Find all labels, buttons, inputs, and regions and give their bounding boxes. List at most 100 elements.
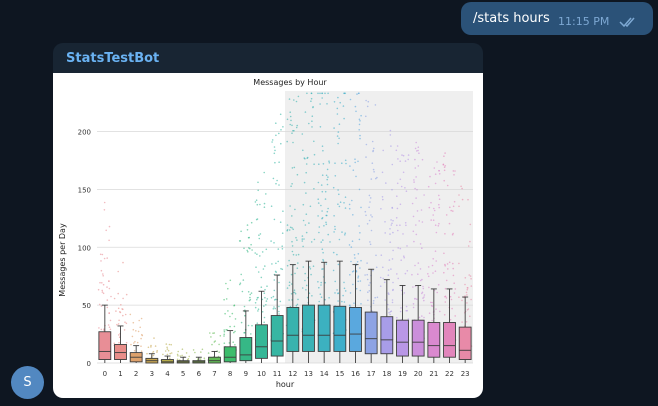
data-point [442, 163, 445, 166]
data-point [389, 313, 391, 316]
data-point [336, 253, 338, 256]
data-point [291, 245, 294, 247]
data-point [414, 264, 416, 267]
data-point [437, 225, 440, 227]
data-point [466, 302, 468, 304]
data-point [334, 162, 336, 164]
data-point [326, 210, 329, 213]
data-point [443, 252, 445, 255]
data-point [438, 222, 440, 225]
x-tick-label: 18 [382, 370, 391, 378]
data-point [465, 291, 468, 294]
data-point [109, 319, 112, 322]
data-point [383, 281, 386, 284]
avatar[interactable]: S [11, 366, 44, 399]
x-tick-label: 23 [461, 370, 470, 378]
data-point [101, 289, 103, 292]
data-point [281, 245, 283, 247]
data-point [278, 313, 280, 315]
data-point [360, 206, 362, 209]
data-point [293, 129, 295, 132]
data-point [99, 281, 101, 284]
data-point [248, 299, 251, 302]
data-point [154, 345, 157, 347]
data-point [354, 161, 357, 164]
data-point [397, 158, 399, 160]
outgoing-message-bubble[interactable]: /stats hours 11:15 PM [461, 2, 653, 35]
chart-image[interactable]: Messages by Hour hour Messages per Day 0… [53, 73, 483, 398]
data-point [404, 160, 407, 162]
data-point [100, 305, 103, 307]
data-point [317, 281, 319, 283]
data-point [132, 321, 135, 324]
data-point [122, 297, 124, 300]
data-point [403, 255, 405, 257]
data-point [103, 201, 106, 204]
data-point [199, 358, 202, 360]
data-point [336, 113, 339, 115]
data-point [341, 162, 343, 164]
data-point [101, 253, 104, 256]
data-point [308, 292, 311, 294]
data-point [118, 319, 120, 322]
data-point [166, 353, 169, 356]
data-point [376, 296, 379, 299]
data-point [364, 210, 367, 213]
data-point [213, 332, 216, 334]
data-point [352, 169, 355, 171]
data-point [337, 300, 339, 302]
data-point [414, 297, 416, 300]
data-point [194, 351, 196, 354]
data-point [303, 181, 306, 184]
data-point [291, 250, 294, 253]
data-point [214, 340, 216, 342]
data-point [431, 301, 434, 304]
data-point [101, 282, 103, 284]
box [411, 319, 425, 357]
data-point [348, 203, 351, 206]
data-point [108, 225, 111, 228]
data-point [319, 103, 321, 105]
data-point [428, 206, 431, 209]
data-point [224, 312, 226, 315]
data-point [432, 214, 435, 216]
data-point [400, 185, 403, 188]
data-point [120, 304, 122, 306]
data-point [304, 272, 306, 275]
data-point [288, 229, 291, 231]
data-point [343, 202, 345, 204]
data-point [274, 270, 277, 273]
x-tick-label: 5 [181, 370, 185, 378]
data-point [106, 299, 109, 301]
data-point [445, 279, 448, 282]
data-point [470, 285, 473, 287]
data-point [243, 247, 245, 250]
outgoing-message-text: /stats hours [473, 11, 550, 26]
data-point [452, 210, 454, 212]
data-point [273, 152, 276, 155]
data-point [312, 106, 314, 109]
data-point [105, 229, 107, 232]
data-point [321, 92, 323, 95]
data-point [464, 283, 466, 286]
data-point [320, 296, 323, 298]
incoming-message-bubble[interactable]: StatsTestBot Messages by Hour hour Messa… [53, 43, 483, 398]
data-point [352, 283, 354, 286]
data-point [359, 289, 362, 292]
data-point [271, 263, 273, 265]
data-point [256, 218, 259, 220]
data-point [249, 293, 251, 296]
data-point [453, 200, 456, 203]
data-point [240, 321, 243, 324]
data-point [382, 149, 385, 152]
data-point [140, 337, 142, 340]
data-point [313, 188, 315, 190]
data-point [368, 206, 370, 209]
data-point [282, 210, 284, 212]
data-point [342, 105, 345, 107]
data-point [263, 321, 265, 324]
data-point [272, 308, 275, 310]
sender-name[interactable]: StatsTestBot [66, 51, 160, 66]
data-point [325, 221, 327, 224]
data-point [295, 304, 298, 307]
